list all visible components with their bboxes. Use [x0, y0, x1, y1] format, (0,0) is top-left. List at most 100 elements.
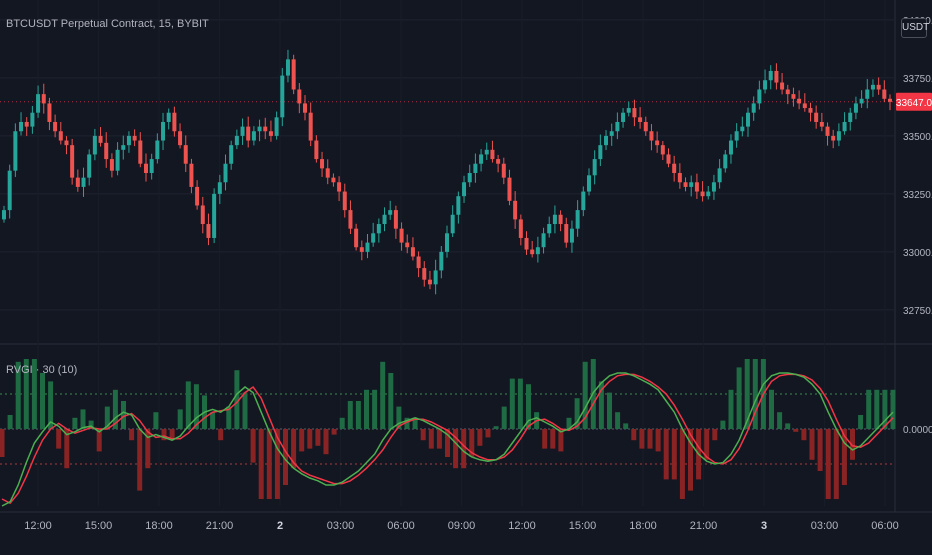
- histogram-bar: [331, 429, 337, 435]
- candle-body: [155, 140, 160, 160]
- candle-body: [75, 177, 80, 187]
- histogram-bar: [509, 378, 515, 429]
- candle-body: [598, 145, 603, 160]
- candle-body: [604, 135, 609, 146]
- histogram-bar: [104, 406, 110, 429]
- histogram-bar: [793, 429, 799, 432]
- histogram-bar: [501, 406, 507, 429]
- histogram-bar: [874, 389, 880, 429]
- candle-body: [178, 131, 183, 146]
- histogram-bar: [728, 389, 734, 429]
- histogram-bar: [218, 429, 224, 441]
- time-tick-label: 09:00: [448, 520, 476, 532]
- time-tick-label: 12:00: [24, 520, 52, 532]
- histogram-bar: [752, 359, 758, 429]
- time-tick-label: 03:00: [811, 520, 839, 532]
- candle-body: [518, 219, 523, 238]
- candle-body: [246, 126, 251, 141]
- candle-body: [445, 233, 449, 252]
- histogram-bar: [412, 417, 418, 429]
- candle-body: [320, 159, 325, 169]
- candle-body: [388, 210, 393, 215]
- histogram-bar: [558, 429, 564, 452]
- histogram-bar: [825, 429, 831, 499]
- candle-body: [285, 59, 290, 76]
- axes: 32750.033000.033250.033500.033750.034000…: [24, 16, 932, 532]
- candle-body: [581, 191, 586, 211]
- time-tick-label: 21:00: [690, 520, 718, 532]
- candle-body: [149, 159, 154, 173]
- histogram-bar: [234, 370, 240, 429]
- candle-body: [19, 121, 24, 132]
- time-tick-label: 18:00: [629, 520, 657, 532]
- histogram-bar: [112, 389, 118, 429]
- rvgi-lines[interactable]: [1, 372, 894, 507]
- candle-body: [882, 89, 887, 99]
- candle-body: [836, 131, 841, 141]
- currency-badge[interactable]: USDT: [901, 18, 929, 38]
- candle-body: [433, 270, 438, 285]
- histogram-bar: [88, 420, 94, 429]
- candle-body: [303, 103, 308, 113]
- histogram-bar: [428, 429, 434, 449]
- candle-body: [723, 154, 728, 169]
- candle-body: [490, 149, 495, 160]
- candle-body: [575, 210, 580, 229]
- candle-body: [501, 163, 506, 178]
- candle-body: [814, 112, 819, 122]
- candle-body: [456, 196, 461, 215]
- candle-body: [376, 224, 381, 234]
- candle-body: [268, 131, 273, 136]
- candle-body: [257, 126, 262, 132]
- candle-body: [825, 126, 830, 136]
- candle-body: [484, 149, 489, 155]
- candle-body: [496, 159, 501, 164]
- candle-body: [655, 140, 660, 146]
- candle-body: [70, 145, 75, 178]
- histogram-bar: [631, 429, 637, 441]
- histogram-bar: [663, 429, 669, 480]
- candle-body: [621, 112, 626, 122]
- histogram-bar: [121, 401, 126, 429]
- time-tick-label: 15:00: [85, 520, 113, 532]
- candle-body: [427, 279, 432, 285]
- candle-body: [251, 131, 256, 141]
- candlestick-series[interactable]: [2, 49, 892, 295]
- time-tick-label: 15:00: [569, 520, 597, 532]
- histogram-bar: [688, 429, 693, 491]
- candle-body: [371, 233, 376, 243]
- candle-body: [569, 228, 574, 243]
- histogram-bar: [56, 429, 62, 449]
- histogram-bar: [712, 429, 718, 441]
- last-price-tag: [896, 92, 932, 111]
- candle-body: [410, 247, 415, 257]
- histogram-bar: [169, 429, 175, 441]
- candle-body: [348, 210, 353, 229]
- candle-body: [200, 205, 205, 225]
- candle-body: [586, 175, 591, 192]
- price-tick-label: 33750.0: [903, 74, 932, 85]
- histogram-bar: [833, 429, 839, 499]
- price-tick-label: 33250.0: [903, 190, 932, 201]
- candle-body: [206, 224, 211, 238]
- candle-body: [81, 177, 86, 187]
- candle-body: [848, 112, 853, 122]
- histogram-bar: [736, 367, 742, 429]
- candle-body: [547, 224, 552, 234]
- candle-body: [98, 135, 103, 143]
- histogram-bar: [615, 412, 621, 429]
- time-tick-label: 03:00: [327, 520, 355, 532]
- candle-body: [439, 251, 444, 271]
- candle-body: [757, 89, 762, 104]
- candle-body: [672, 163, 677, 173]
- histogram-bar: [858, 415, 864, 429]
- candle-body: [359, 247, 364, 252]
- candle-body: [308, 112, 313, 141]
- histogram-bar: [31, 359, 37, 429]
- histogram-bar: [266, 429, 272, 499]
- candle-body: [763, 80, 768, 90]
- histogram-bar: [769, 389, 774, 429]
- histogram-bar: [299, 429, 305, 452]
